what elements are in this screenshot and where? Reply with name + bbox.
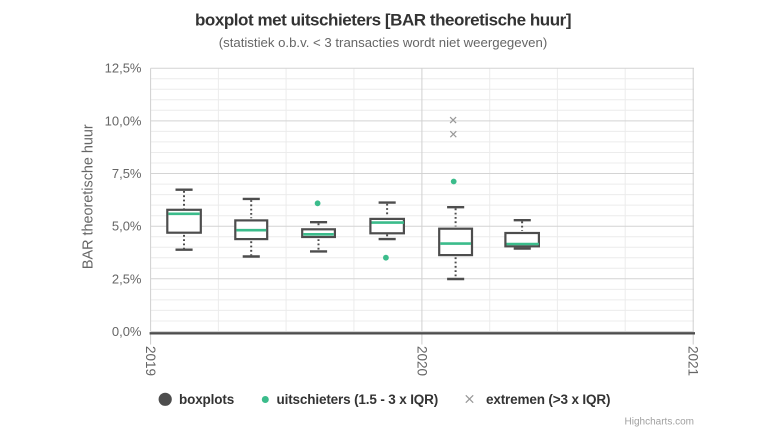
svg-text:2019: 2019	[143, 346, 158, 376]
svg-text:2021: 2021	[686, 346, 701, 376]
svg-text:(statistiek o.b.v. < 3 transac: (statistiek o.b.v. < 3 transacties wordt…	[219, 35, 548, 50]
svg-text:boxplots: boxplots	[179, 392, 234, 407]
svg-text:Highcharts.com: Highcharts.com	[625, 417, 694, 428]
svg-text:0,0%: 0,0%	[112, 324, 142, 339]
svg-text:BAR theoretische huur: BAR theoretische huur	[81, 124, 97, 269]
svg-text:7,5%: 7,5%	[112, 166, 142, 181]
svg-text:2,5%: 2,5%	[112, 271, 142, 286]
svg-text:2020: 2020	[414, 346, 429, 376]
svg-text:10,0%: 10,0%	[105, 113, 142, 128]
svg-text:boxplot met uitschieters [BAR: boxplot met uitschieters [BAR theoretisc…	[195, 11, 571, 30]
svg-text:12,5%: 12,5%	[105, 61, 142, 76]
svg-text:extremen (>3 x IQR): extremen (>3 x IQR)	[486, 392, 610, 407]
svg-text:uitschieters (1.5 - 3 x IQR): uitschieters (1.5 - 3 x IQR)	[277, 392, 439, 407]
svg-text:5,0%: 5,0%	[112, 219, 142, 234]
